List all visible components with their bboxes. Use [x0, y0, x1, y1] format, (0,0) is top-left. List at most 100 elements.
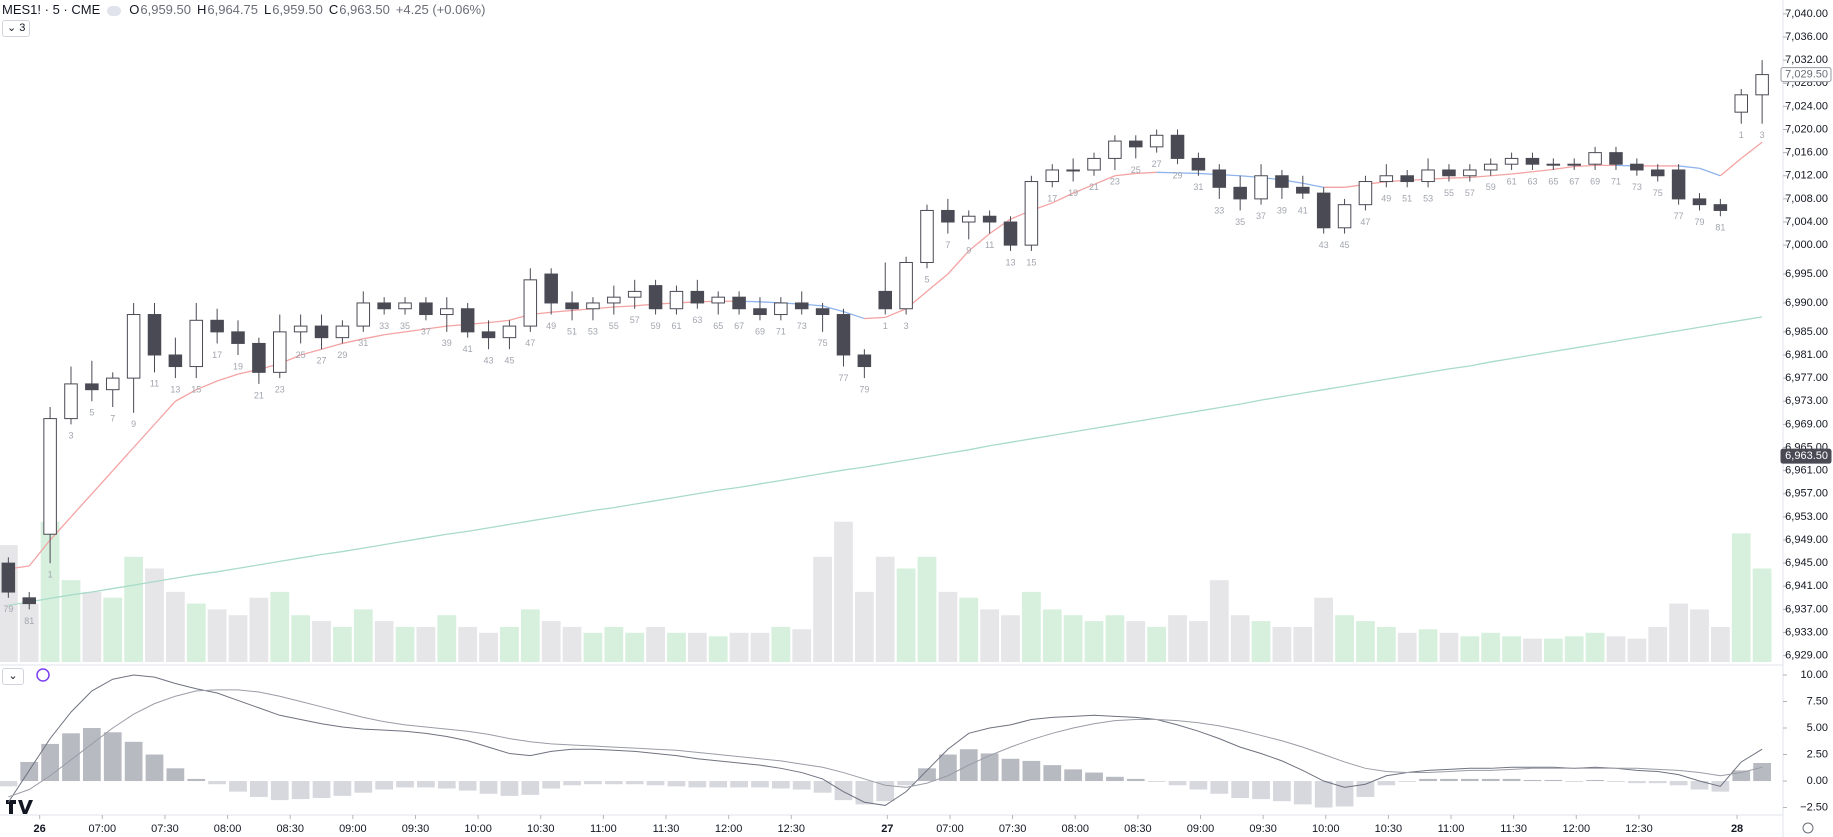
y-tick-label: 2.50 [1807, 748, 1828, 760]
bar-count-label: 3 [1760, 130, 1765, 140]
histogram-bar [0, 781, 18, 787]
x-tick-label: 12:30 [778, 823, 806, 835]
volume-bar [1627, 638, 1647, 662]
candle-body [732, 296, 746, 310]
pane-toggle[interactable]: ⌄ [2, 668, 24, 685]
bar-count-label: 5 [924, 275, 929, 285]
candle-body [1588, 152, 1602, 165]
candle-body [252, 342, 266, 373]
moving-average-segment [1657, 330, 1679, 335]
y-tick-label: 6,969.00 [1785, 418, 1828, 430]
histogram-bar [1001, 758, 1020, 782]
y-tick-label: 5.00 [1807, 722, 1828, 734]
y-tick-label: 7,000.00 [1785, 239, 1828, 251]
bar-count-label: 21 [1089, 182, 1099, 192]
candle-body [105, 377, 120, 391]
moving-average-segment [279, 557, 301, 563]
x-tick-label: 09:00 [339, 823, 367, 835]
bar-count-label: 7 [945, 240, 950, 250]
y-tick-label: 7,040.00 [1785, 8, 1828, 20]
moving-average-segment [613, 305, 635, 308]
candle-body [1233, 186, 1247, 200]
volume-bar [938, 591, 958, 662]
histogram-bar [688, 781, 707, 788]
volume-bar [165, 591, 185, 662]
moving-average-segment [676, 493, 698, 498]
candle-body [1254, 175, 1268, 200]
candle-body [982, 215, 997, 223]
volume-bar [416, 626, 436, 662]
y-tick-label: 7,024.00 [1785, 100, 1828, 112]
x-tick-label: 28 [1731, 823, 1743, 835]
moving-average-segment [1135, 171, 1157, 175]
volume-bar [980, 609, 1000, 662]
y-tick-label: 6,937.00 [1785, 603, 1828, 615]
moving-average-segment [1051, 192, 1074, 204]
x-tick-label: 08:30 [276, 823, 304, 835]
volume-bar [625, 632, 645, 662]
moving-average-segment [363, 334, 385, 340]
volume-bar [333, 626, 352, 662]
volume-bar [792, 629, 812, 662]
moving-average-segment [530, 516, 552, 522]
candle-body [607, 296, 621, 304]
bar-count-label: 37 [421, 327, 431, 337]
histogram-bar [1356, 781, 1375, 797]
histogram-bar [897, 781, 915, 786]
moving-average-segment [217, 567, 239, 573]
moving-average-segment [300, 553, 322, 559]
bar-count-label: 41 [463, 344, 473, 354]
symbol[interactable]: MES1! · 5 · CME [2, 2, 101, 17]
histogram-bar [709, 781, 728, 788]
volume-bar [854, 591, 874, 662]
volume-bar [1418, 629, 1438, 662]
moving-average-segment [154, 400, 176, 425]
histogram-bar [1753, 763, 1771, 782]
y-tick-label: 6,985.00 [1785, 326, 1828, 338]
bar-count-label: 15 [1026, 257, 1036, 267]
histogram-bar [1377, 781, 1396, 786]
moving-average-segment [1511, 354, 1533, 360]
volume-bar [1209, 580, 1229, 662]
moving-average-segment [1281, 392, 1303, 398]
settings-icon[interactable] [1802, 822, 1814, 834]
candle-body [836, 314, 851, 356]
volume-bar [1314, 597, 1334, 662]
bar-count-label: 7 [110, 413, 115, 423]
moving-average-segment [1532, 350, 1554, 356]
sync-icon[interactable] [36, 668, 50, 682]
moving-average-segment [1365, 378, 1387, 384]
bar-count-label: 79 [1694, 217, 1704, 227]
moving-average-segment [1469, 361, 1491, 367]
change: +4.25 (+0.06%) [395, 2, 486, 17]
candle-body [1609, 152, 1623, 165]
candle-body [1463, 169, 1477, 177]
moving-average-segment [1010, 438, 1032, 443]
bar-count-label: 43 [1319, 240, 1329, 250]
candle-body [961, 215, 976, 223]
moving-average-segment [321, 342, 343, 350]
macd-line [7, 674, 1763, 806]
moving-average-segment [1469, 175, 1491, 179]
moving-average-segment [864, 316, 886, 320]
moving-average-segment [1073, 427, 1095, 433]
candle-body [586, 302, 600, 310]
volume-bar [1147, 626, 1167, 662]
indicators-toggle[interactable]: ⌄ 3 [2, 20, 31, 37]
volume-bar [813, 556, 832, 662]
moving-average-segment [467, 527, 489, 532]
histogram-bar [1335, 781, 1354, 807]
volume-bar [1460, 636, 1480, 662]
volume-bar [1710, 626, 1730, 662]
candle-body [168, 354, 183, 368]
moving-average-segment [1699, 323, 1721, 328]
y-tick-label: 6,961.00 [1785, 465, 1828, 477]
moving-average-segment [571, 509, 594, 515]
bar-count-label: 45 [504, 356, 514, 366]
moving-average-segment [509, 520, 531, 526]
logo[interactable] [6, 800, 33, 814]
moving-average-segment [321, 550, 343, 556]
volume-bar [207, 609, 227, 662]
x-tick-label: 07:30 [999, 823, 1027, 835]
candle-body [43, 418, 57, 535]
